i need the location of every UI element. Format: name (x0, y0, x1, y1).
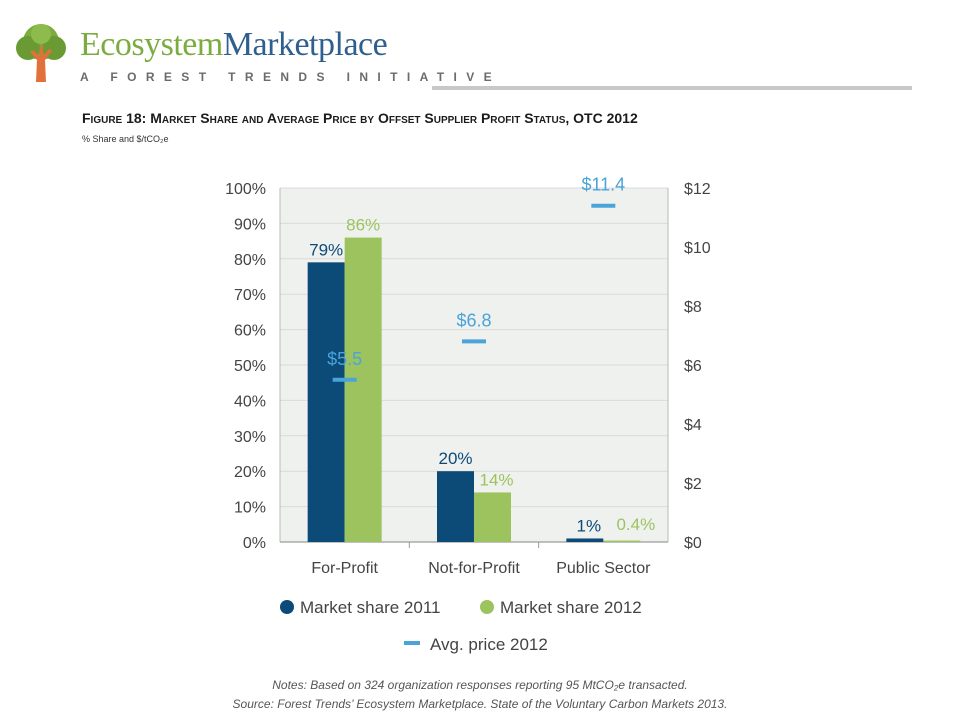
left-tick-label: 80% (234, 252, 266, 269)
data-label-2011: 1% (577, 516, 602, 535)
legend-swatch-2012 (480, 600, 494, 614)
left-tick-label: 50% (234, 358, 266, 375)
source-line: Source: Forest Trends’ Ecosystem Marketp… (232, 697, 728, 711)
left-tick-label: 0% (243, 535, 266, 552)
price-label: $11.4 (581, 175, 625, 195)
left-tick-label: 20% (234, 464, 266, 481)
price-label: $5.5 (327, 349, 362, 369)
left-tick-label: 70% (234, 287, 266, 304)
notes-line: Notes: Based on 324 organization respons… (272, 678, 688, 692)
bar-2011 (566, 538, 604, 542)
category-label: For-Profit (311, 560, 378, 577)
data-label-2011: 20% (438, 449, 472, 468)
right-tick-label: $4 (684, 417, 702, 434)
left-tick-label: 10% (234, 500, 266, 517)
figure-title: Figure 18: Market Share and Average Pric… (82, 110, 638, 126)
bar-2012 (474, 492, 511, 542)
header: EcosystemMarketplace A FOREST TRENDS INI… (14, 18, 912, 92)
left-axis-ticks: 0% 10% 20% 30% 40% 50% 60% 70% 80% 90% 100% (225, 181, 266, 552)
left-tick-label: 30% (234, 429, 266, 446)
right-tick-label: $0 (684, 535, 702, 552)
tree-logo-icon (16, 24, 66, 82)
brand-tagline: A FOREST TRENDS INITIATIVE (80, 70, 502, 84)
bar-2011 (307, 262, 345, 542)
right-tick-label: $2 (684, 476, 702, 493)
data-label-2012: 0.4% (616, 515, 655, 534)
bar-2012 (344, 237, 382, 542)
legend-label-2011: Market share 2011 (300, 598, 440, 617)
header-rule (432, 86, 912, 90)
bar-2012 (603, 540, 641, 543)
category-label: Not-for-Profit (428, 560, 520, 577)
legend-swatch-2011 (280, 600, 294, 614)
right-tick-label: $8 (684, 299, 702, 316)
bar-2011 (437, 471, 474, 542)
price-label: $6.8 (456, 310, 491, 330)
right-tick-label: $6 (684, 358, 702, 375)
left-tick-label: 100% (225, 181, 266, 198)
data-label-2012: 14% (479, 470, 513, 489)
right-tick-label: $10 (684, 240, 711, 257)
right-axis-ticks: $0 $2 $4 $6 $8 $10 $12 (684, 181, 711, 552)
left-tick-label: 40% (234, 393, 266, 410)
left-tick-label: 90% (234, 216, 266, 233)
legend-label-2012: Market share 2012 (500, 598, 642, 617)
figure-subtitle: % Share and $/tCO₂e (82, 134, 169, 144)
right-tick-label: $12 (684, 181, 711, 198)
legend: Market share 2011 Market share 2012 Avg. p… (280, 598, 642, 654)
category-label: Public Sector (556, 560, 651, 577)
chart-marks: 79%86% $5.5 20% 14% $6.8 1% 0.4% $11.4 (307, 175, 655, 543)
data-label-2011: 79% (309, 240, 343, 259)
left-tick-label: 60% (234, 323, 266, 340)
legend-label-price: Avg. price 2012 (430, 635, 548, 654)
brand-name-part2: Marketplace (222, 26, 388, 63)
brand-name-part1: Ecosystem (80, 26, 223, 63)
category-labels: For-Profit Not-for-Profit Public Sector (311, 560, 651, 577)
brand-name: EcosystemMarketplace (80, 26, 388, 64)
data-label-2012: 86% (346, 216, 380, 235)
